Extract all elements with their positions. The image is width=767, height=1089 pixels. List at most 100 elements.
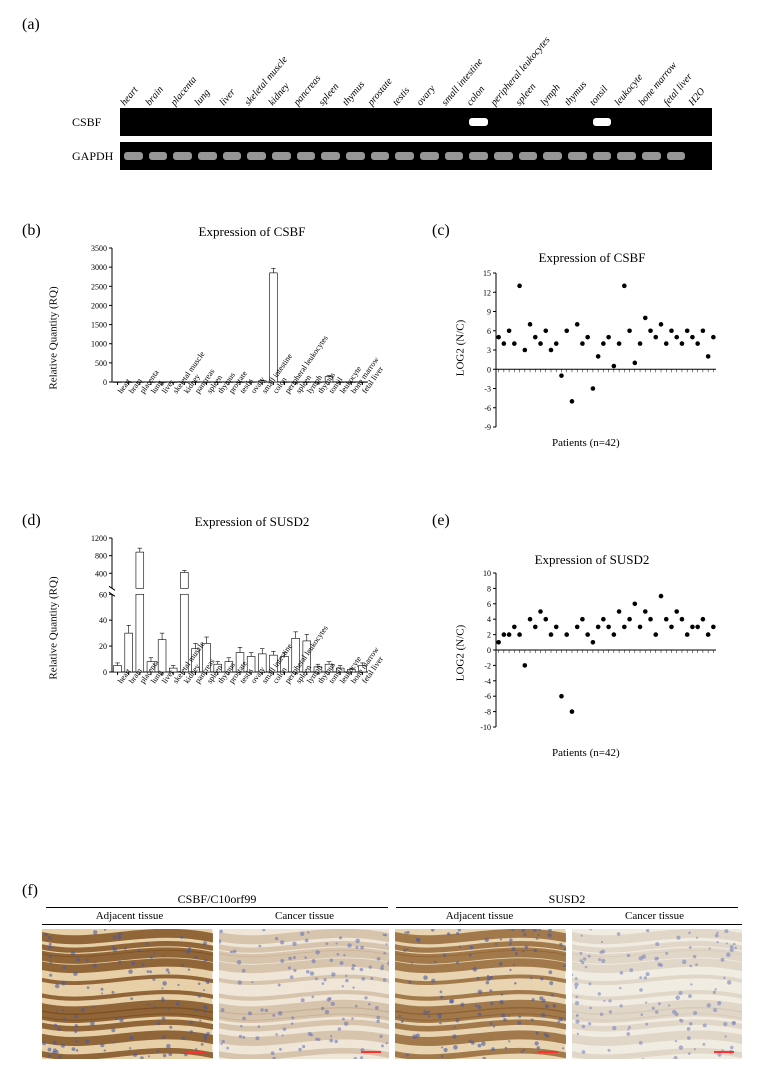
gel-band [519, 152, 538, 160]
svg-text:2: 2 [487, 631, 491, 640]
gel-label: colon [464, 84, 487, 108]
gel-label: spleen [514, 81, 539, 108]
gel-band [223, 152, 242, 160]
panel-label-f: (f) [22, 882, 38, 900]
svg-text:3000: 3000 [91, 263, 107, 272]
chart-d-title: Expression of SUSD2 [142, 514, 362, 530]
chart-b: 0500100015002000250030003500heartbrainpl… [72, 242, 372, 472]
panel-f-group-0: CSBF/C10orf99 [46, 892, 388, 908]
svg-text:9: 9 [487, 308, 491, 317]
gel-label: kidney [267, 81, 292, 108]
svg-text:-8: -8 [484, 708, 491, 717]
panel-label-d: (d) [22, 512, 41, 530]
gel-band [124, 152, 143, 160]
gel-rowlabel-gapdh: GAPDH [72, 149, 120, 164]
svg-text:6: 6 [487, 600, 491, 609]
gel-label: tonsil [588, 84, 611, 108]
gel-rowlabel-csbf: CSBF [72, 115, 120, 130]
svg-text:-9: -9 [484, 423, 491, 432]
gel-label: liver [218, 87, 238, 108]
gel-band [469, 152, 488, 160]
panel-f-group-header: CSBF/C10orf99 SUSD2 [42, 892, 742, 908]
gel-band [642, 152, 661, 160]
gel-band [371, 152, 390, 160]
chart-c-ylabel: LOG2 (N/C) [454, 320, 466, 377]
svg-text:-10: -10 [480, 723, 491, 732]
svg-text:-4: -4 [484, 677, 491, 686]
gel-label: brain [144, 84, 166, 108]
svg-text:500: 500 [95, 359, 107, 368]
svg-text:1000: 1000 [91, 340, 107, 349]
panel-f-sub-2: Adjacent tissue [392, 910, 567, 925]
panel-label-e: (e) [432, 512, 450, 530]
gel-label: H2O [686, 86, 707, 108]
gel-band [568, 152, 587, 160]
scalebar [361, 1051, 381, 1053]
gel-band [173, 152, 192, 160]
svg-text:0: 0 [103, 378, 107, 387]
gel-label: heart [119, 85, 141, 108]
panel-f-images [42, 929, 742, 1059]
panel-label-c: (c) [432, 222, 450, 240]
gel-band [543, 152, 562, 160]
gel-band [420, 152, 439, 160]
svg-text:400: 400 [95, 569, 107, 578]
gel-tissue-labels: heartbrainplacentalungliverskeletal musc… [120, 20, 712, 108]
panel-f-group-1: SUSD2 [396, 892, 738, 908]
gel-band [445, 152, 464, 160]
chart-e-title: Expression of SUSD2 [502, 552, 682, 568]
chart-e-ylabel: LOG2 (N/C) [454, 625, 466, 682]
gel-strip-gapdh [120, 142, 712, 170]
histology-image [572, 929, 743, 1059]
scalebar [185, 1051, 205, 1053]
gel-label: ovary [415, 83, 438, 108]
svg-text:-6: -6 [484, 692, 491, 701]
gel-strip-csbf [120, 108, 712, 136]
gel-band [593, 118, 612, 126]
panel-f-sub-1: Cancer tissue [217, 910, 392, 925]
gel-label: prostate [366, 76, 395, 108]
gel-label: thymus [563, 79, 590, 108]
histology-image [219, 929, 390, 1059]
scalebar [538, 1051, 558, 1053]
gel-label: thymus [341, 79, 368, 108]
gel-label: spleen [316, 81, 341, 108]
gel-band [494, 152, 513, 160]
histology-image [42, 929, 213, 1059]
gel-band [593, 152, 612, 160]
svg-text:800: 800 [95, 552, 107, 561]
gel-row-csbf: CSBF [72, 108, 712, 136]
gel-band [297, 152, 316, 160]
svg-text:-6: -6 [484, 404, 491, 413]
chart-c-title: Expression of CSBF [502, 250, 682, 266]
gel-band [617, 152, 636, 160]
gel-band [469, 118, 488, 126]
gel-image: CSBF GAPDH [72, 108, 712, 176]
panel-f-sub-0: Adjacent tissue [42, 910, 217, 925]
chart-e: -10-8-6-4-20246810 [462, 567, 722, 757]
panel-label-b: (b) [22, 222, 41, 240]
histology-image [395, 929, 566, 1059]
svg-text:-2: -2 [484, 661, 491, 670]
gel-band [149, 152, 168, 160]
svg-text:3500: 3500 [91, 244, 107, 253]
chart-b-title: Expression of CSBF [142, 224, 362, 240]
svg-text:20: 20 [99, 642, 107, 651]
panel-f-sub-3: Cancer tissue [567, 910, 742, 925]
svg-text:2000: 2000 [91, 301, 107, 310]
gel-label: lymph [538, 82, 562, 108]
svg-text:4: 4 [487, 615, 491, 624]
gel-label: testis [390, 85, 412, 108]
svg-text:8: 8 [487, 584, 491, 593]
svg-text:10: 10 [483, 569, 491, 578]
panel-f-sub-header: Adjacent tissue Cancer tissue Adjacent t… [42, 910, 742, 925]
gel-row-gapdh: GAPDH [72, 142, 712, 170]
svg-text:2500: 2500 [91, 282, 107, 291]
svg-text:1500: 1500 [91, 321, 107, 330]
gel-label: lung [193, 87, 213, 108]
gel-band [667, 152, 686, 160]
svg-text:0: 0 [103, 668, 107, 677]
svg-text:60: 60 [99, 590, 107, 599]
svg-text:3: 3 [487, 346, 491, 355]
panel-label-a: (a) [22, 16, 40, 34]
